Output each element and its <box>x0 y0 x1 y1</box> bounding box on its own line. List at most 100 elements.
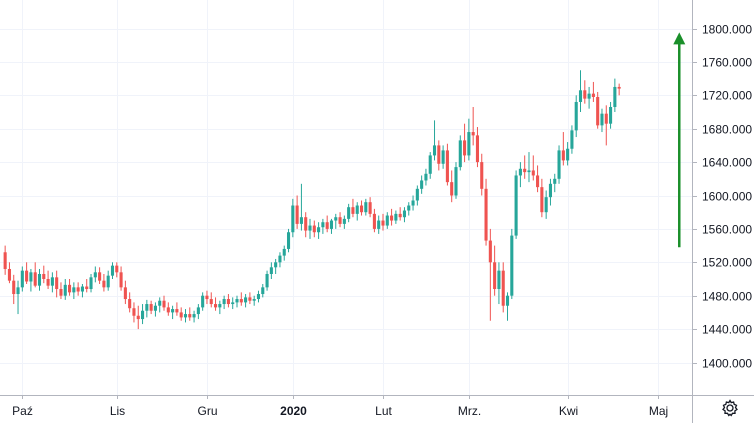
candle-body <box>338 217 342 224</box>
candle-body <box>342 218 346 224</box>
candle <box>312 220 316 238</box>
candle <box>119 266 123 291</box>
candle-body <box>390 215 394 221</box>
price-axis[interactable]: 1400.000 1440.000 1480.000 1520.000 1560.000… <box>692 23 752 371</box>
candle <box>16 280 20 315</box>
candle <box>540 178 544 218</box>
candle-body <box>596 96 600 126</box>
gear-icon[interactable] <box>720 398 740 418</box>
candle-body <box>514 175 518 236</box>
candle-body <box>454 167 458 196</box>
candle-body <box>188 314 192 318</box>
candle-body <box>55 277 59 290</box>
candle <box>600 108 604 133</box>
candle-body <box>106 275 110 288</box>
candle-body <box>578 90 583 102</box>
candle <box>286 228 291 253</box>
time-axis[interactable]: Paź Lis Gru 2020 Lut Mrz. Kwi Maj <box>12 395 668 418</box>
candle <box>604 105 608 146</box>
y-tick-label: 1520.000 <box>702 256 752 270</box>
candle-body <box>548 183 552 198</box>
candle-body <box>145 304 149 311</box>
candle <box>334 213 338 229</box>
candle <box>471 106 475 146</box>
candle <box>98 267 102 285</box>
candle-body <box>424 173 428 181</box>
candle-body <box>29 272 33 282</box>
candle-body <box>63 284 67 296</box>
candle <box>402 207 407 223</box>
candle-body <box>25 270 29 282</box>
candle <box>166 302 170 316</box>
candle <box>325 215 329 233</box>
candle <box>578 70 583 112</box>
candle-body <box>222 299 226 305</box>
candle-body <box>402 210 407 218</box>
candle-body <box>355 205 359 214</box>
candle-body <box>171 309 175 313</box>
candle-body <box>334 217 338 221</box>
candle <box>256 290 261 303</box>
candle <box>557 145 561 184</box>
candle <box>347 203 351 223</box>
candle <box>596 91 600 129</box>
candle <box>201 292 205 311</box>
candle-body <box>205 295 209 300</box>
candle <box>398 207 402 221</box>
candle <box>613 78 617 112</box>
candle-body <box>175 309 179 313</box>
candle-body <box>312 225 316 233</box>
candle-body <box>510 235 514 296</box>
candle-body <box>488 240 492 263</box>
candle <box>591 81 595 102</box>
candle-body <box>493 262 497 290</box>
candle <box>183 309 188 323</box>
candle-body <box>149 304 153 311</box>
candle <box>342 215 346 229</box>
candle-body <box>325 222 329 229</box>
candle <box>235 295 239 308</box>
candle <box>321 218 325 234</box>
candle <box>407 202 411 216</box>
candle <box>424 168 428 186</box>
candle-body <box>278 255 282 263</box>
candle-body <box>428 155 432 174</box>
candle-body <box>46 279 50 286</box>
candle <box>390 208 394 226</box>
candle <box>55 270 59 298</box>
candle-body <box>445 150 449 183</box>
candle-body <box>248 297 252 301</box>
candle-body <box>600 113 604 126</box>
candle <box>299 183 303 231</box>
candle <box>158 297 162 313</box>
candle-body <box>432 145 437 156</box>
candle <box>59 282 63 300</box>
candle-body <box>475 135 480 163</box>
candle-body <box>162 300 166 308</box>
candle <box>454 162 458 199</box>
candle-body <box>50 277 54 286</box>
candle-body <box>450 182 454 196</box>
candle <box>145 299 149 318</box>
candle <box>37 268 42 291</box>
candle-body <box>591 93 595 97</box>
candle <box>359 200 364 216</box>
candle <box>308 218 312 239</box>
candle <box>372 208 376 233</box>
arrow-head[interactable] <box>673 32 686 45</box>
candle-body <box>566 148 570 161</box>
candle <box>544 190 548 219</box>
candle-body <box>286 232 291 249</box>
candle-body <box>467 132 471 156</box>
x-tick-label: Kwi <box>559 404 578 418</box>
candle-body <box>12 280 16 295</box>
candle <box>42 265 46 284</box>
candle <box>437 140 441 171</box>
candle-body <box>304 217 308 231</box>
candle-body <box>308 225 312 231</box>
candle-body <box>141 310 145 320</box>
annotations <box>673 32 686 248</box>
candle <box>505 292 510 321</box>
candle-body <box>110 265 115 276</box>
candle-body <box>274 262 278 268</box>
